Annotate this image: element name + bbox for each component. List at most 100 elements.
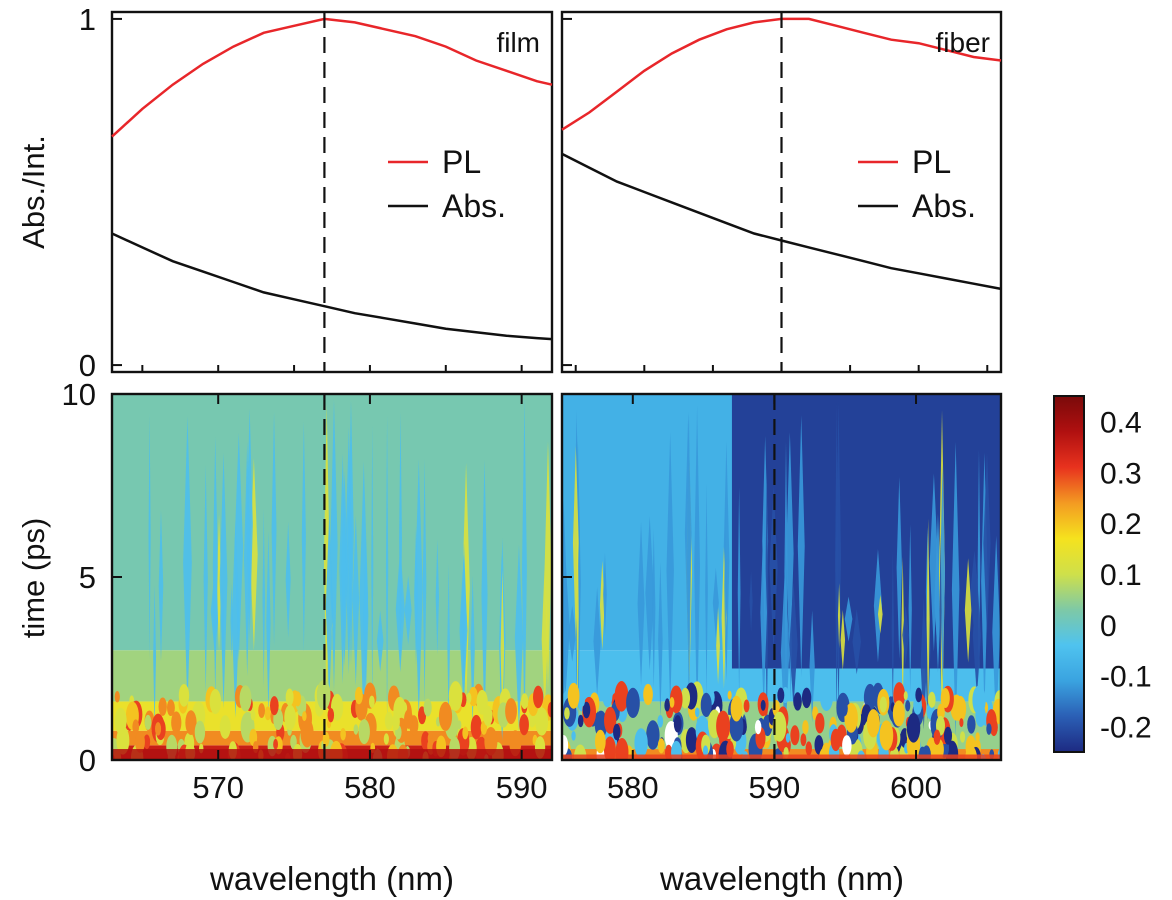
heatmap-blob xyxy=(802,720,809,735)
heatmap-streak xyxy=(896,476,903,659)
heatmap-blob xyxy=(353,724,359,735)
heatmap-blob xyxy=(673,715,682,733)
series-line-abs xyxy=(111,232,553,341)
heatmap-blob xyxy=(614,681,629,712)
heatmap-streak xyxy=(339,453,347,684)
y-axis-title-spectra: Abs./Int. xyxy=(16,135,51,249)
heatmap-streak xyxy=(271,411,277,647)
heatmap-streak xyxy=(250,458,258,651)
heatmap-blob xyxy=(354,686,363,705)
heatmap-blob xyxy=(805,741,812,756)
heatmap-blob xyxy=(167,700,175,716)
vertical-markers xyxy=(323,12,783,760)
heatmap-streak xyxy=(572,445,579,640)
heatmap-streak xyxy=(562,500,568,716)
heatmap-blob xyxy=(483,705,493,727)
heatmap-blob xyxy=(285,688,294,707)
heatmap-streak xyxy=(203,465,208,694)
heatmap-blob xyxy=(657,738,665,754)
heatmap-blob xyxy=(680,687,691,709)
heatmap-blob xyxy=(579,695,585,707)
heatmap-blob xyxy=(273,738,278,750)
heatmap-streak xyxy=(970,550,979,636)
heatmap-streak xyxy=(687,411,691,722)
heatmap-streak xyxy=(712,567,719,638)
heatmap-streak xyxy=(769,485,778,651)
heatmap-blob xyxy=(866,709,880,738)
heatmap-blob xyxy=(571,730,576,741)
colorbar-tick-label: -0.2 xyxy=(1100,712,1152,745)
heatmap-blob xyxy=(967,715,976,734)
heatmap-blob xyxy=(322,731,330,747)
heatmap-streak xyxy=(809,610,815,723)
film-spectra-frame xyxy=(110,10,554,374)
heatmap-blob xyxy=(743,699,750,713)
heatmap-blob xyxy=(643,683,653,706)
heatmap-blob xyxy=(582,701,591,719)
heatmap-blob xyxy=(634,728,648,758)
heatmap-blob xyxy=(790,725,800,746)
heatmap-streak xyxy=(301,421,306,652)
tick-label: 590 xyxy=(749,770,801,805)
heatmap-blob xyxy=(657,715,664,728)
heatmap-streak xyxy=(234,433,244,662)
heatmap-blob xyxy=(132,719,140,735)
tick-label: 5 xyxy=(79,560,96,595)
heatmap-blob xyxy=(626,687,640,718)
heatmap-streak xyxy=(576,508,579,722)
heatmap-blob xyxy=(603,736,616,760)
tick-label: 580 xyxy=(344,770,396,805)
heatmap-streak xyxy=(645,516,655,671)
film-heatmap xyxy=(112,394,552,760)
heatmap-blob xyxy=(185,710,197,735)
heatmap-streak xyxy=(183,416,192,710)
heatmap-streak xyxy=(230,583,233,658)
heatmap-blob xyxy=(250,710,256,721)
heatmap-streak xyxy=(422,459,427,703)
heatmap-streak xyxy=(593,586,601,696)
heatmap-streak xyxy=(244,441,251,676)
heatmap-blob xyxy=(940,688,950,709)
heatmap-blob xyxy=(933,729,941,745)
heatmap-blob xyxy=(144,714,152,730)
heatmap-blob xyxy=(905,700,911,712)
heatmap-blob xyxy=(383,733,389,745)
heatmap-blob xyxy=(613,723,621,741)
heatmap-blob xyxy=(448,681,463,712)
heatmap-blob xyxy=(665,698,670,708)
tick-label: 1 xyxy=(79,2,96,37)
heatmap-blob xyxy=(171,711,182,734)
heatmap-blob xyxy=(562,734,569,756)
heatmap-blob xyxy=(135,731,145,753)
heatmap-streak xyxy=(459,554,468,707)
heatmap-blob xyxy=(615,737,629,760)
colorbar-tick-label: 0.3 xyxy=(1100,457,1142,490)
heatmap-blob xyxy=(893,682,906,709)
heatmap-streak xyxy=(404,575,412,645)
tick-label: 570 xyxy=(192,770,244,805)
heatmap-blob xyxy=(986,723,992,735)
heatmap-blob xyxy=(294,691,302,707)
heatmap-blob xyxy=(726,740,734,758)
heatmap-streak xyxy=(262,508,265,688)
heatmap-streak xyxy=(652,528,656,689)
heatmap-streak xyxy=(983,452,991,635)
tick-label: 10 xyxy=(62,377,96,412)
heatmap-streak xyxy=(780,563,790,742)
heatmap-streak xyxy=(514,544,524,732)
heatmap-blob xyxy=(754,720,762,735)
colorbar-tick-label: 0.1 xyxy=(1100,559,1142,592)
heatmap-band xyxy=(112,749,552,760)
heatmap-streak xyxy=(786,432,794,675)
heatmap-streak xyxy=(637,521,645,686)
heatmap-blob xyxy=(423,698,432,717)
heatmap-streak xyxy=(992,535,1001,729)
heatmap-blob xyxy=(716,710,731,742)
heatmap-blob xyxy=(519,714,529,736)
heatmap-streak xyxy=(716,607,720,685)
tick-label: 590 xyxy=(496,770,548,805)
heatmap-streak xyxy=(544,441,552,691)
y-axis-title-time: time (ps) xyxy=(16,518,51,639)
heatmap-blob xyxy=(577,714,584,728)
